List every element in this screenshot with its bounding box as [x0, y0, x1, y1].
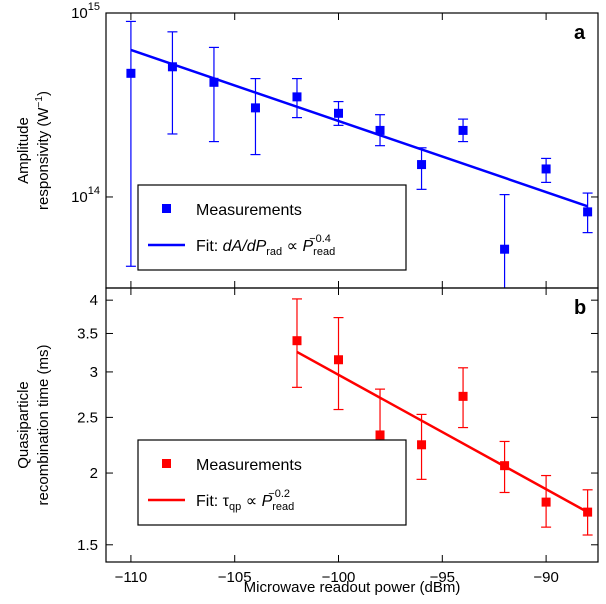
panel-b-fit-line [296, 350, 589, 514]
panel-a-fit-lhs-sub: rad [266, 246, 282, 258]
panel-b-ytick-label: 3.5 [77, 325, 98, 342]
panel-b-data-point [417, 440, 427, 450]
panel-b-fit-rhs-sup: −0.2 [268, 488, 290, 500]
panel-a-data-point [209, 77, 219, 87]
panel-a-ytick-exp: 15 [88, 1, 100, 13]
panel-a-ylabel-line2: responsivity (W−1) [34, 91, 52, 210]
panel-a-data-point [167, 62, 177, 72]
panel-b-legend-box [137, 439, 407, 526]
panel-a-legend: Measurements Fit: dA/dPrad ∝ Pread−0.4 [137, 184, 407, 271]
x-axis-label: Microwave readout power (dBm) [244, 579, 461, 596]
panel-a-ylabel-line2-text: responsivity (W [35, 107, 52, 210]
panel-b-fit-lhs-sub: qp [229, 501, 241, 513]
panel-a-data-point [126, 68, 136, 78]
panel-a-x-ticks [130, 13, 547, 288]
panel-b-data-point [500, 461, 510, 471]
panel-a-ytick-base: 10 [71, 5, 88, 22]
panel-b-legend-measurements: Measurements [196, 457, 302, 474]
panel-b-letter: b [574, 297, 586, 319]
panel-a-data-point [541, 164, 551, 174]
panel-b-data-point [375, 430, 385, 440]
panel-b-fit-prefix: Fit: [196, 493, 223, 510]
panel-b-ytick-label: 3 [90, 364, 98, 381]
x-tick-label: −110 [115, 569, 148, 586]
x-tick-label: −100 [322, 569, 356, 586]
panel-b-data-point [458, 391, 468, 401]
panel-a-ylabel-sup: −1 [34, 96, 45, 108]
panel-a-ytick-base: 10 [71, 189, 88, 206]
panel-b-legend: Measurements Fit: τqp ∝ Pread−0.2 [137, 439, 407, 526]
panel-a-fit-rhs-sup: −0.4 [309, 233, 331, 245]
panel-b-fit-rhs: P [262, 493, 273, 510]
panel-b-legend-marker [162, 459, 171, 468]
panel-a-ylabel-line1: Amplitude [15, 117, 32, 184]
panel-a-data-point [417, 160, 427, 170]
panel-a-legend-measurements: Measurements [196, 202, 302, 219]
panel-b-ytick-label: 4 [90, 292, 98, 309]
panel-a-data-point [583, 207, 593, 217]
panel-a-data-point [458, 125, 468, 135]
panel-a-marks [125, 20, 593, 288]
panel-b-data-point [583, 507, 593, 517]
panel-a-legend-box [137, 184, 407, 271]
panel-b-fit-prop: ∝ [241, 493, 261, 510]
panel-b-ytick-label: 1.5 [77, 537, 98, 554]
panel-b-fit-rhs-sub: read [272, 501, 294, 513]
panel-b-ylabel-line1: Quasiparticle [15, 381, 32, 469]
panel-b-ytick-label: 2 [90, 465, 98, 482]
panel-a-fit-rhs: P [303, 238, 314, 255]
panel-a-ytick-label: 1015 [71, 1, 100, 22]
panel-a-legend-marker [162, 204, 171, 213]
panel-b-data-point [334, 355, 344, 365]
panel-a-ytick-exp: 14 [88, 185, 100, 197]
panel-a-data-point [500, 244, 510, 254]
panel-b-data-point [292, 336, 302, 346]
panel-b: 1.5 2 2.5 3 3.5 4 −110 −105 −100 −95 −90 b Quasip… [15, 287, 599, 586]
panel-a-fit-prop: ∝ [282, 238, 302, 255]
panel-a-fit-lhs: dA/dP [223, 238, 267, 255]
panel-a-fit-line [130, 48, 589, 208]
x-tick-label: −90 [533, 569, 558, 586]
panel-a-data-point [334, 108, 344, 118]
panel-b-legend-fit: Fit: τqp ∝ Pread−0.2 [196, 488, 294, 513]
panel-b-fit-lhs: τ [223, 493, 230, 510]
panel-a-data-point [292, 92, 302, 102]
panel-a-ylabel-end: ) [35, 91, 52, 96]
panel-b-marks [291, 298, 593, 536]
panel-a-data-point [250, 103, 260, 113]
panel-a-legend-fit: Fit: dA/dPrad ∝ Pread−0.4 [196, 233, 335, 258]
panel-a-ytick-label: 1014 [71, 185, 100, 206]
panel-b-x-ticks: −110 −105 −100 −95 −90 [115, 288, 559, 586]
x-tick-label: −95 [430, 569, 455, 586]
x-tick-label: −105 [218, 569, 252, 586]
panel-b-y-ticks: 1.5 2 2.5 3 3.5 4 [77, 292, 598, 554]
panel-b-frame [105, 287, 599, 563]
panel-b-data-point [541, 497, 551, 507]
panel-b-ytick-label: 2.5 [77, 409, 98, 426]
panel-a-fit-rhs-sub: read [313, 246, 335, 258]
panel-a-data-point [375, 125, 385, 135]
panel-a-fit-prefix: Fit: [196, 238, 223, 255]
panel-b-ylabel-line2: recombination time (ms) [35, 345, 52, 506]
panel-a-letter: a [574, 22, 586, 44]
